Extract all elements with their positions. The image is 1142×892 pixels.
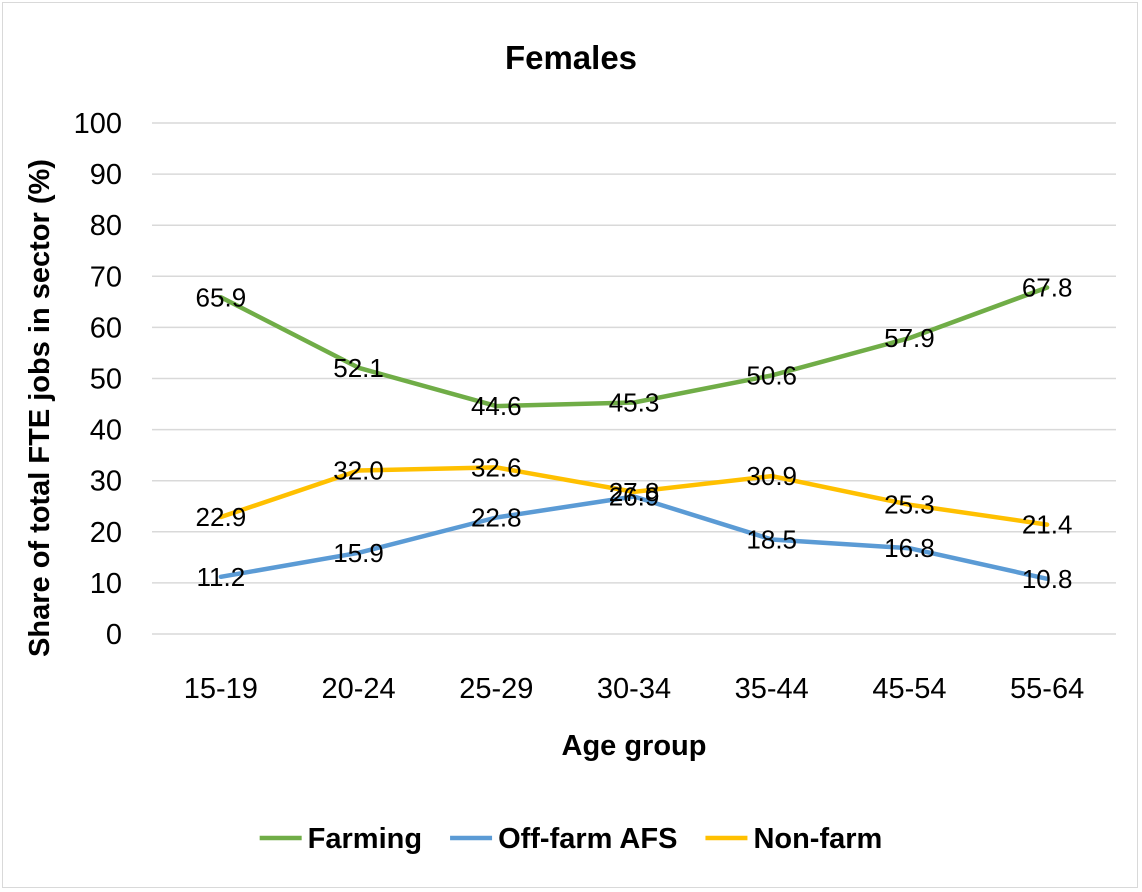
data-label: 10.8 [1022, 564, 1073, 594]
data-label: 21.4 [1022, 510, 1073, 540]
y-tick-label: 60 [90, 312, 122, 344]
y-tick-label: 80 [90, 210, 122, 242]
y-tick-label: 10 [90, 568, 122, 600]
data-label: 44.6 [471, 391, 522, 421]
chart-title: Females [505, 39, 637, 76]
x-tick-label: 15-19 [184, 673, 258, 705]
gridlines [152, 122, 1116, 635]
legend: Farming Off-farm AFS Non-farm [259, 823, 882, 855]
series-line [218, 494, 1050, 582]
data-label: 50.6 [746, 360, 797, 390]
data-labels: 65.9 52.1 44.6 45.3 50.6 57.9 67.8 11.2 15.9 22.8… [196, 273, 1073, 594]
data-label: 32.0 [333, 455, 384, 485]
x-axis-ticks: 15-19 20-24 25-29 30-34 35-44 45-54 55-64 [184, 673, 1084, 705]
x-tick-label: 35-44 [735, 673, 809, 705]
series-lines [218, 285, 1050, 582]
data-label: 65.9 [196, 282, 247, 312]
data-label: 22.8 [471, 502, 522, 532]
legend-label: Non-farm [753, 823, 882, 855]
data-label: 18.5 [746, 524, 797, 554]
y-tick-label: 0 [106, 619, 122, 651]
data-label: 32.6 [471, 452, 522, 482]
y-axis-ticks: 0 10 20 30 40 50 60 70 80 90 100 [74, 108, 122, 651]
x-tick-label: 30-34 [597, 673, 671, 705]
y-tick-label: 100 [74, 108, 122, 140]
data-label: 25.3 [884, 490, 935, 520]
y-tick-label: 30 [90, 466, 122, 498]
y-tick-label: 40 [90, 415, 122, 447]
legend-label: Farming [308, 823, 422, 855]
data-label: 57.9 [884, 323, 935, 353]
legend-label: Off-farm AFS [498, 823, 677, 855]
y-tick-label: 70 [90, 261, 122, 293]
data-label: 22.9 [196, 502, 247, 532]
x-axis-title: Age group [562, 730, 707, 762]
x-tick-label: 55-64 [1010, 673, 1084, 705]
x-tick-label: 25-29 [459, 673, 533, 705]
y-tick-label: 90 [90, 159, 122, 191]
x-tick-label: 45-54 [872, 673, 946, 705]
data-label: 27.8 [609, 477, 660, 507]
y-axis-title: Share of total FTE jobs in sector (%) [24, 159, 56, 657]
data-label: 16.8 [884, 533, 935, 563]
series-line [218, 285, 1050, 409]
data-label: 15.9 [333, 538, 384, 568]
series-line [218, 465, 1050, 527]
data-label: 52.1 [333, 353, 384, 383]
data-label: 45.3 [609, 388, 660, 418]
data-label: 11.2 [197, 562, 246, 592]
y-tick-label: 20 [90, 517, 122, 549]
x-tick-label: 20-24 [321, 673, 395, 705]
data-label: 30.9 [746, 461, 797, 491]
data-label: 67.8 [1022, 273, 1073, 303]
data-label: 26.9 [609, 482, 660, 512]
y-tick-label: 50 [90, 364, 122, 396]
